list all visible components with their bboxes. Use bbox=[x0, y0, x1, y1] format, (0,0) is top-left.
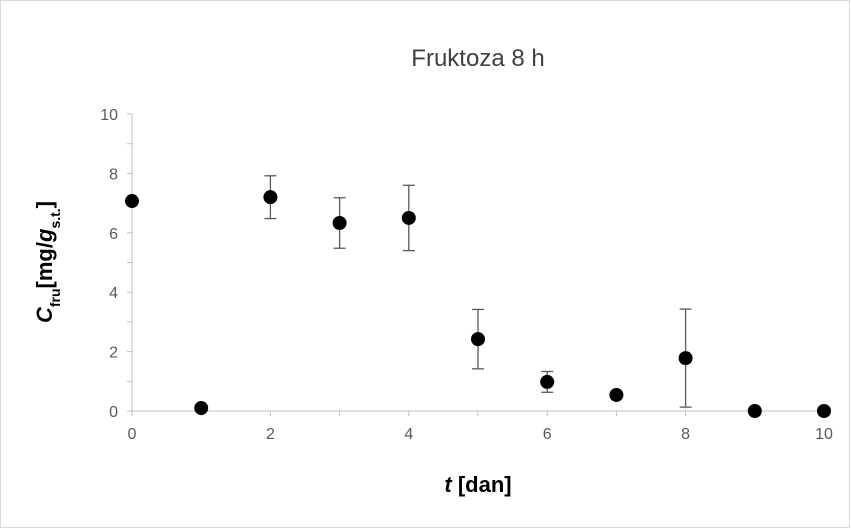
y-label-unit: [mg/ bbox=[32, 242, 57, 288]
y-tick-label: 6 bbox=[109, 226, 118, 243]
point bbox=[678, 351, 693, 366]
x-tick-label: 0 bbox=[128, 426, 137, 443]
y-label-sub: fru bbox=[47, 288, 63, 307]
x-axis-label: t [dan] bbox=[444, 472, 511, 497]
point bbox=[125, 194, 139, 209]
point bbox=[817, 404, 831, 418]
point bbox=[263, 190, 278, 205]
x-tick-label: 6 bbox=[543, 426, 552, 443]
point bbox=[747, 404, 762, 418]
y-tick-label: 0 bbox=[109, 404, 118, 421]
point bbox=[332, 215, 347, 230]
point bbox=[194, 401, 209, 416]
y-label-symbol: C bbox=[32, 306, 57, 323]
point bbox=[471, 332, 485, 347]
x-tick-label: 10 bbox=[815, 426, 833, 443]
y-tick-label: 2 bbox=[109, 345, 118, 362]
chart-title: Fruktoza 8 h bbox=[411, 45, 544, 72]
x-tick-label: 8 bbox=[681, 426, 690, 443]
y-label-unit-close: ] bbox=[32, 201, 57, 208]
point bbox=[609, 387, 624, 402]
point bbox=[401, 210, 416, 225]
y-axis-label: Cfru[mg/gs.t.] bbox=[32, 201, 63, 323]
y-tick-label: 10 bbox=[100, 107, 118, 124]
y-tick-label: 4 bbox=[109, 285, 118, 302]
x-tick-label: 4 bbox=[404, 426, 413, 443]
y-label-unit-symbol: g bbox=[32, 228, 57, 243]
y-label-unit-sub: s.t. bbox=[47, 208, 63, 228]
x-tick-label: 2 bbox=[266, 426, 275, 443]
point bbox=[540, 374, 555, 389]
y-tick-label: 8 bbox=[109, 166, 118, 183]
x-label-symbol: t bbox=[444, 472, 453, 497]
x-label-rest: [dan] bbox=[452, 472, 512, 497]
